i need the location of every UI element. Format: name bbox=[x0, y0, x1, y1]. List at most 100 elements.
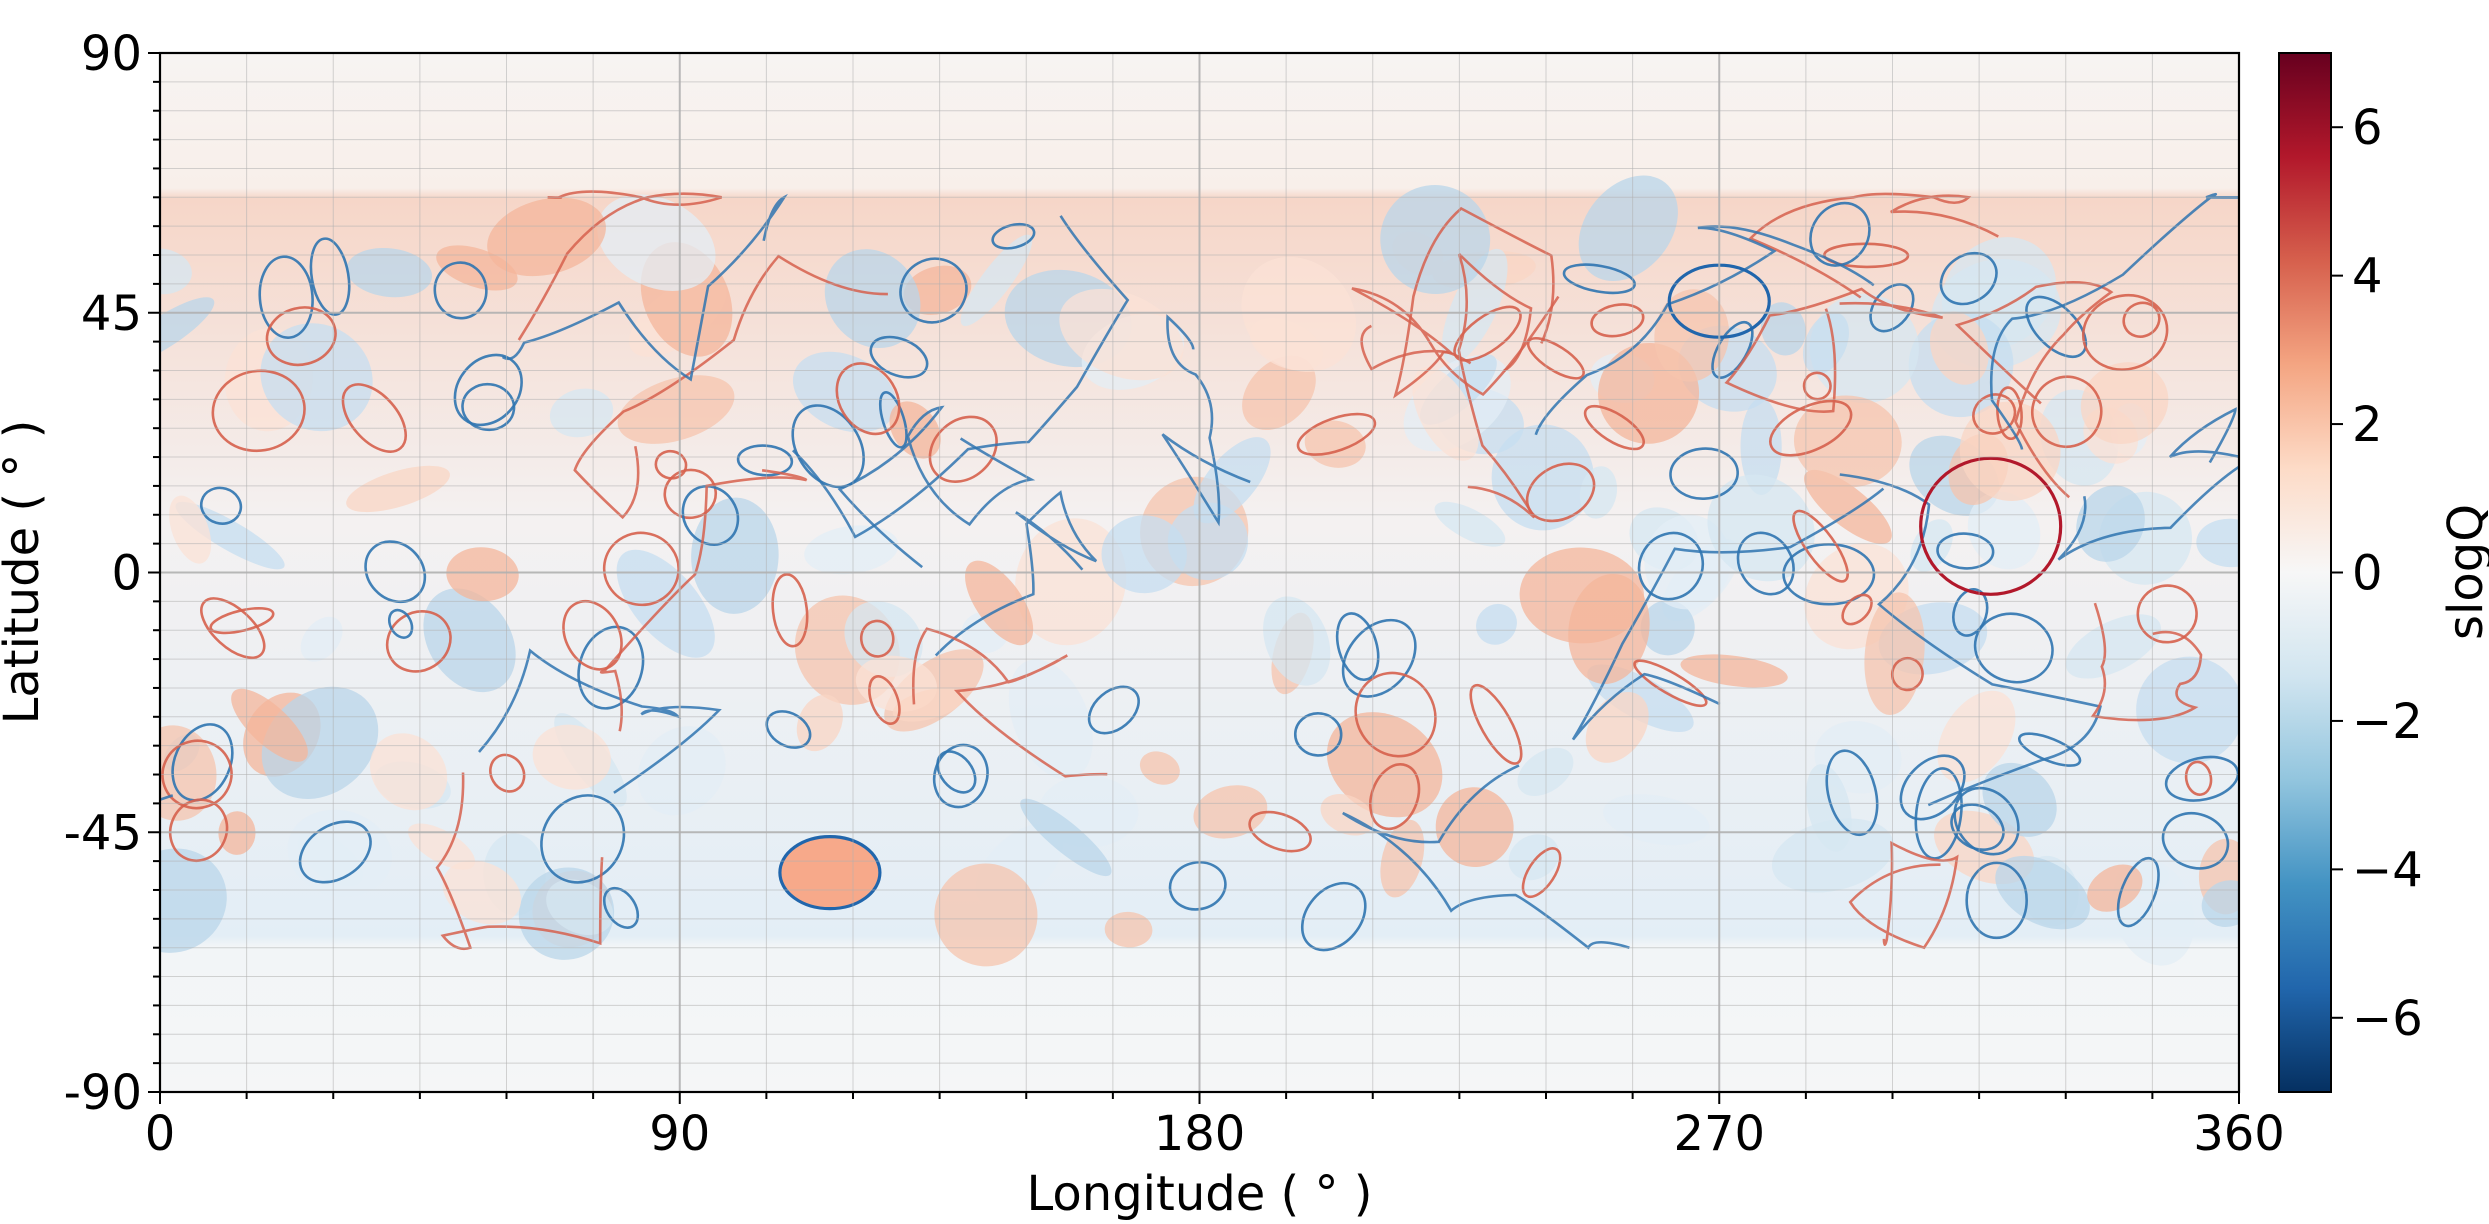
field-cell bbox=[1929, 311, 1989, 385]
field-cell bbox=[549, 388, 614, 438]
field-cell bbox=[1640, 600, 1695, 656]
field-contour bbox=[1335, 612, 1380, 682]
field-cell bbox=[1263, 596, 1331, 686]
field-boundary bbox=[573, 254, 888, 520]
field-cell bbox=[2201, 880, 2239, 927]
field-cell bbox=[1304, 420, 1366, 468]
field-cell bbox=[960, 234, 1033, 327]
field-cell bbox=[597, 194, 716, 291]
field-cell bbox=[1771, 818, 1894, 893]
field-contour bbox=[258, 255, 314, 339]
field-contour bbox=[1996, 386, 2023, 441]
field-cell bbox=[1193, 437, 1271, 524]
colorbar: 6 4 2 0 −2 −4 −6 slogQ bbox=[2278, 52, 2489, 1093]
field-cell bbox=[532, 724, 611, 790]
field-cell bbox=[1707, 474, 1815, 582]
field-cell bbox=[423, 588, 516, 693]
field-cell bbox=[261, 686, 379, 799]
field-boundary bbox=[1848, 840, 1959, 950]
y-tick-label: -45 bbox=[64, 805, 142, 861]
feature-circle bbox=[1919, 456, 2063, 596]
field-contour bbox=[1633, 659, 1708, 708]
field-cell bbox=[369, 733, 448, 811]
field-contour bbox=[1939, 251, 1998, 306]
field-cell bbox=[1967, 491, 2041, 570]
field-contour bbox=[899, 257, 968, 324]
field-contour bbox=[1087, 685, 1140, 735]
field-contour bbox=[1583, 404, 1645, 451]
field-contour bbox=[2184, 760, 2213, 796]
field-boundary bbox=[1748, 192, 1999, 299]
field-contour bbox=[2122, 301, 2161, 338]
field-contour bbox=[1869, 283, 1915, 333]
field-cell bbox=[1434, 501, 1506, 547]
colorbar-tick-label: −6 bbox=[2352, 991, 2423, 1047]
field-contour bbox=[1825, 749, 1879, 837]
field-contour bbox=[1782, 543, 1876, 606]
field-cell bbox=[792, 351, 897, 433]
colorbar-ticks: 6 4 2 0 −2 −4 −6 bbox=[2331, 100, 2423, 1047]
colorbar-tick-label: 4 bbox=[2352, 249, 2383, 305]
field-boundary bbox=[911, 627, 1108, 778]
field-contour bbox=[1953, 786, 2020, 856]
field-contour bbox=[211, 369, 306, 453]
field-contour bbox=[161, 739, 233, 810]
field-cell bbox=[1644, 514, 1731, 610]
field-contour bbox=[2116, 856, 2160, 928]
field-cell bbox=[1104, 911, 1153, 948]
field-cell bbox=[1740, 398, 1782, 496]
field-boundary bbox=[837, 405, 1036, 569]
field-contour bbox=[489, 753, 526, 793]
field-contour bbox=[663, 468, 718, 520]
field-cell bbox=[297, 831, 364, 887]
field-cell bbox=[1241, 256, 1357, 372]
field-contour bbox=[1809, 201, 1871, 267]
field-cell bbox=[546, 879, 614, 936]
colorbar-label: slogQ bbox=[2438, 504, 2489, 640]
field-contour bbox=[1802, 371, 1832, 401]
field-boundary bbox=[1342, 764, 1630, 950]
field-contour bbox=[171, 723, 234, 802]
field-cell bbox=[160, 848, 227, 953]
field-cell bbox=[2076, 485, 2145, 562]
field-boundary bbox=[2057, 407, 2239, 561]
field-contour bbox=[868, 674, 901, 725]
field-cell bbox=[1802, 312, 1849, 375]
heatmap-cells bbox=[160, 175, 2239, 967]
field-cell bbox=[637, 726, 726, 816]
field-cell bbox=[1517, 747, 1574, 796]
y-tick-label: 45 bbox=[81, 286, 142, 342]
field-contour bbox=[1952, 588, 1989, 637]
colorbar-tick-label: −2 bbox=[2352, 694, 2423, 750]
field-contour bbox=[2136, 584, 2198, 644]
field-contour bbox=[433, 261, 488, 320]
field-boundary bbox=[791, 215, 1130, 539]
field-cell bbox=[2196, 518, 2239, 568]
field-contour bbox=[1521, 847, 1562, 899]
x-tick-label: 360 bbox=[2193, 1106, 2285, 1162]
field-contour bbox=[1590, 303, 1645, 338]
field-cell bbox=[1167, 502, 1249, 581]
field-boundary bbox=[1571, 487, 1885, 741]
field-cell bbox=[796, 694, 843, 752]
field-cell bbox=[1982, 762, 2057, 837]
field-contour bbox=[991, 222, 1036, 250]
field-boundary bbox=[1724, 287, 1944, 413]
colorbar-tick-label: 2 bbox=[2352, 397, 2383, 453]
field-cell bbox=[1804, 469, 1892, 544]
field-cell bbox=[1412, 366, 1479, 461]
field-contour bbox=[1637, 531, 1705, 601]
field-contour bbox=[878, 391, 908, 449]
field-contour bbox=[654, 449, 688, 480]
field-cell bbox=[1435, 787, 1514, 868]
field-contour bbox=[168, 798, 229, 862]
field-contour bbox=[1841, 593, 1873, 626]
field-cell bbox=[1008, 659, 1093, 780]
field-cell bbox=[231, 688, 308, 762]
field-contour bbox=[265, 306, 337, 367]
y-tick-label: 0 bbox=[111, 546, 142, 602]
field-boundary bbox=[1954, 281, 2114, 499]
feature-lobe bbox=[778, 835, 882, 911]
field-cell bbox=[487, 197, 606, 277]
field-cell bbox=[1139, 751, 1180, 785]
